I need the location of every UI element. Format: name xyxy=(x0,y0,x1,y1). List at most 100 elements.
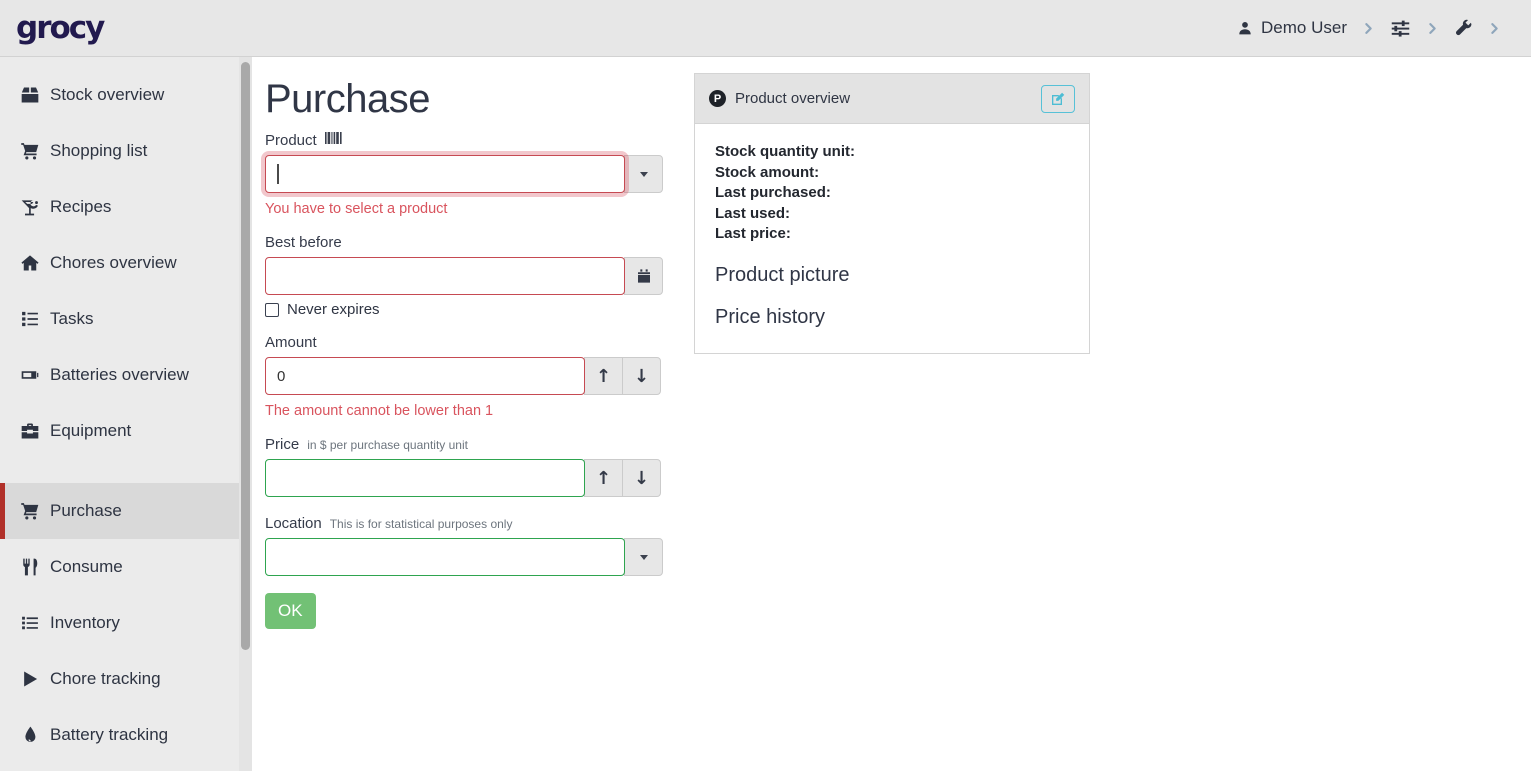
box-icon xyxy=(21,87,39,103)
sidebar-item-inventory[interactable]: Inventory xyxy=(0,595,252,651)
sidebar-item-stock-overview[interactable]: Stock overview xyxy=(0,67,252,123)
page-title: Purchase xyxy=(265,77,430,121)
amount-label: Amount xyxy=(265,334,317,351)
arrow-up-icon: ↑ xyxy=(595,365,612,387)
location-dropdown-button[interactable] xyxy=(624,538,663,576)
sidebar-item-tasks[interactable]: Tasks xyxy=(0,291,252,347)
panel-header: P Product overview xyxy=(695,74,1089,124)
amount-error: The amount cannot be lower than 1 xyxy=(265,403,494,419)
price-hint: in $ per purchase quantity unit xyxy=(307,438,468,452)
chevron-right-icon[interactable] xyxy=(1426,22,1439,35)
calendar-button[interactable] xyxy=(624,257,663,295)
sidebar-scrollbar-track[interactable] xyxy=(239,57,252,771)
arrow-down-icon: ↓ xyxy=(633,365,650,387)
text-cursor xyxy=(277,164,279,184)
best-before-label: Best before xyxy=(265,234,342,251)
last-used-field: Last used: xyxy=(715,204,791,222)
location-label: Location xyxy=(265,515,322,532)
sidebar-item-label: Batteries overview xyxy=(50,365,189,384)
location-input[interactable] xyxy=(265,538,625,576)
toolbox-icon xyxy=(21,423,39,439)
wrench-icon[interactable] xyxy=(1454,19,1473,38)
stock-quantity-unit-field: Stock quantity unit: xyxy=(715,143,855,160)
price-label: Price xyxy=(265,436,300,453)
purchase-form: Product You have to select a product xyxy=(265,131,663,629)
play-icon xyxy=(24,671,38,687)
sidebar-item-consume[interactable]: Consume xyxy=(0,539,252,595)
user-icon xyxy=(1237,20,1253,36)
price-history-heading: Price history xyxy=(715,305,826,328)
utensils-icon xyxy=(23,558,38,576)
main-content: Purchase Product xyxy=(252,57,1531,771)
sliders-icon[interactable] xyxy=(1390,18,1411,39)
chevron-right-icon[interactable] xyxy=(1488,22,1501,35)
sidebar-item-label: Consume xyxy=(50,557,123,576)
amount-input[interactable] xyxy=(265,357,585,395)
price-decrement-button[interactable]: ↓ xyxy=(622,459,661,497)
edit-product-button[interactable] xyxy=(1041,84,1075,113)
product-label: Product xyxy=(265,132,317,149)
barcode-icon[interactable] xyxy=(324,131,342,145)
sidebar-item-recipes[interactable]: Recipes xyxy=(0,179,252,235)
last-purchased-field: Last purchased: xyxy=(715,184,831,201)
chevron-right-icon[interactable] xyxy=(1362,22,1375,35)
calendar-icon xyxy=(637,269,650,283)
topbar-right: Demo User xyxy=(1237,18,1501,39)
battery-icon xyxy=(21,371,39,379)
arrow-up-icon: ↑ xyxy=(595,467,612,489)
shopping-cart-icon xyxy=(21,503,39,520)
top-bar: grocy Demo User xyxy=(0,0,1531,57)
never-expires-label: Never expires xyxy=(287,301,380,318)
sidebar-item-purchase[interactable]: Purchase xyxy=(0,483,252,539)
shopping-cart-icon xyxy=(21,143,39,160)
sidebar: Stock overview Shopping list Recipes Cho… xyxy=(0,57,252,771)
product-dropdown-button[interactable] xyxy=(624,155,663,193)
product-input[interactable] xyxy=(265,155,625,193)
price-increment-button[interactable]: ↑ xyxy=(584,459,623,497)
product-overview-panel: P Product overview Stock quantity unit: … xyxy=(694,73,1090,354)
grocy-logo[interactable]: grocy xyxy=(16,9,105,46)
list-icon xyxy=(22,616,38,630)
droplet-icon xyxy=(25,726,36,742)
sidebar-scrollbar-thumb[interactable] xyxy=(241,62,250,650)
sidebar-item-label: Tasks xyxy=(50,309,94,328)
best-before-input[interactable] xyxy=(265,257,625,295)
sidebar-item-label: Battery tracking xyxy=(50,725,169,744)
amount-decrement-button[interactable]: ↓ xyxy=(622,357,661,395)
sidebar-item-label: Recipes xyxy=(50,197,112,216)
sidebar-item-label: Shopping list xyxy=(50,141,148,160)
price-input[interactable] xyxy=(265,459,585,497)
arrow-down-icon: ↓ xyxy=(633,467,650,489)
cocktail-icon xyxy=(21,200,38,216)
sidebar-item-label: Purchase xyxy=(50,501,122,520)
sidebar-item-batteries-overview[interactable]: Batteries overview xyxy=(0,347,252,403)
location-hint: This is for statistical purposes only xyxy=(329,517,513,531)
amount-increment-button[interactable]: ↑ xyxy=(584,357,623,395)
sidebar-item-label: Equipment xyxy=(50,421,132,440)
sidebar-item-chores-overview[interactable]: Chores overview xyxy=(0,235,252,291)
sidebar-item-label: Stock overview xyxy=(50,85,165,104)
tasks-icon xyxy=(22,311,38,327)
home-icon xyxy=(21,255,39,271)
sidebar-item-label: Chore tracking xyxy=(50,669,161,688)
sidebar-item-equipment[interactable]: Equipment xyxy=(0,403,252,459)
edit-icon xyxy=(1052,92,1065,105)
product-picture-heading: Product picture xyxy=(715,263,850,286)
last-price-field: Last price: xyxy=(715,225,791,242)
product-error: You have to select a product xyxy=(265,201,448,217)
sidebar-item-label: Chores overview xyxy=(50,253,177,272)
stock-amount-field: Stock amount: xyxy=(715,163,820,181)
user-menu[interactable]: Demo User xyxy=(1237,18,1347,38)
sidebar-item-battery-tracking[interactable]: Battery tracking xyxy=(0,707,252,763)
caret-down-icon xyxy=(639,171,648,177)
never-expires-checkbox[interactable] xyxy=(265,302,279,317)
caret-down-icon xyxy=(639,554,648,560)
sidebar-item-label: Inventory xyxy=(50,613,120,632)
sidebar-item-chore-tracking[interactable]: Chore tracking xyxy=(0,651,252,707)
panel-title: Product overview xyxy=(735,90,851,107)
ok-button[interactable]: OK xyxy=(265,593,316,629)
product-badge-icon: P xyxy=(709,90,726,107)
sidebar-item-shopping-list[interactable]: Shopping list xyxy=(0,123,252,179)
user-name: Demo User xyxy=(1261,18,1347,37)
panel-body: Stock quantity unit: Stock amount: Last … xyxy=(695,124,1089,353)
